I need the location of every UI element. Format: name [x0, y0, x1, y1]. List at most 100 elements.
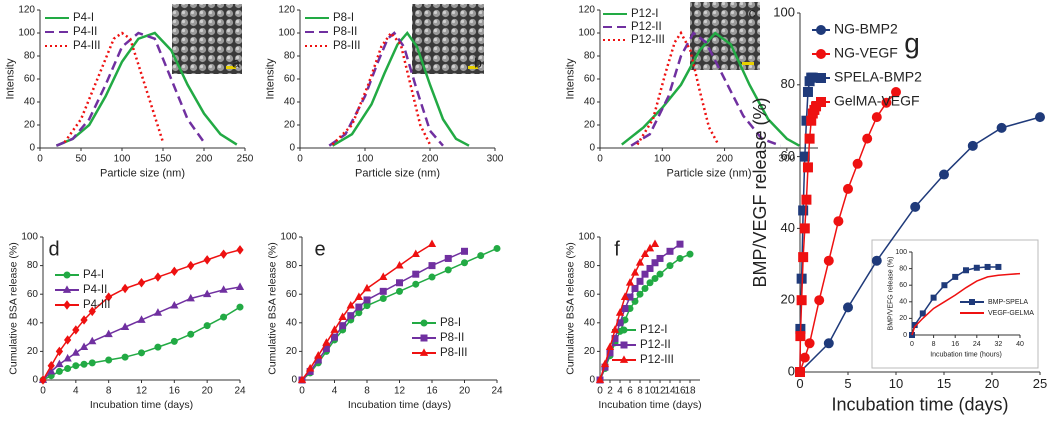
marker: [636, 277, 644, 285]
marker: [619, 355, 629, 363]
x-tick-label: 24: [491, 386, 503, 397]
y-tick-label: 20: [781, 292, 795, 307]
marker: [816, 49, 826, 59]
x-tick-label: 8: [364, 386, 370, 397]
marker: [871, 112, 882, 123]
x-axis-label: Incubation time (days): [831, 394, 1008, 414]
marker: [220, 313, 228, 321]
x-tick-label: 12: [654, 386, 666, 397]
panel-label: d: [48, 238, 59, 260]
marker: [379, 294, 387, 302]
marker: [620, 341, 628, 349]
marker: [995, 263, 1002, 270]
marker: [63, 353, 72, 362]
marker: [322, 338, 331, 346]
legend-item: P4-I: [45, 12, 94, 24]
marker: [610, 325, 620, 333]
x-tick-label: 0: [796, 376, 803, 391]
x-axis-label: Incubation time (days): [348, 399, 451, 411]
marker: [941, 282, 948, 289]
legend-label: P4-III: [73, 40, 100, 52]
y-axis-label: Intensity: [564, 58, 576, 99]
marker: [656, 270, 664, 278]
x-tick-label: 50: [75, 154, 87, 165]
marker: [305, 363, 315, 372]
marker: [88, 306, 96, 317]
marker: [331, 333, 338, 341]
marker: [646, 264, 654, 272]
panel: 0 4 8 12 16 20 24 0 20 40 60 80 100 Incubation time (…: [8, 232, 246, 411]
marker: [656, 254, 664, 262]
marker: [600, 359, 610, 368]
marker: [605, 342, 615, 351]
marker: [650, 239, 660, 248]
legend-label: VEGF-GELMA: [988, 310, 1034, 317]
marker: [796, 295, 807, 306]
legend-item: NG-BMP2: [812, 21, 898, 37]
legend-item: P4-III: [55, 299, 110, 311]
x-tick-label: 100: [357, 154, 374, 165]
marker: [203, 322, 211, 330]
scale-bar: [742, 62, 754, 65]
x-tick-label: 10: [644, 386, 656, 397]
marker: [236, 303, 244, 311]
y-tick-label: 80: [24, 51, 36, 62]
x-tick-label: 25: [1033, 376, 1047, 391]
legend-item: VEGF-GELMA: [960, 310, 1034, 317]
y-axis-label: Cumulative BSA release (%): [8, 242, 20, 374]
y-tick-label: 0: [29, 143, 35, 154]
marker: [235, 282, 245, 290]
y-tick-label: 100: [578, 28, 595, 39]
x-tick-label: 0: [40, 386, 46, 397]
marker: [795, 367, 805, 377]
x-tick-label: 16: [426, 386, 438, 397]
marker: [363, 296, 371, 304]
marker: [477, 252, 485, 260]
legend-label: P8-I: [440, 317, 461, 329]
marker: [881, 97, 892, 108]
marker: [666, 262, 674, 270]
y-tick-label: 100: [18, 28, 35, 39]
y-tick-label: 40: [24, 97, 36, 108]
marker: [219, 285, 228, 293]
series-line: [42, 306, 241, 381]
y-tick-label: 0: [788, 363, 795, 378]
x-tick-label: 32: [995, 341, 1003, 348]
legend-label: P12-II: [631, 21, 662, 33]
panel: 0 100 200 300 0 20 40 60 80 100 120 Particle size (…: [564, 5, 818, 180]
x-tick-label: 300: [779, 154, 796, 165]
legend-label: BMP-SPELA: [988, 299, 1028, 306]
x-tick-label: 5: [844, 376, 851, 391]
marker: [641, 270, 649, 278]
y-tick-label: 60: [284, 74, 296, 85]
marker: [396, 287, 403, 295]
series-line: [55, 31, 238, 147]
marker: [625, 278, 635, 286]
marker: [55, 359, 64, 368]
marker: [645, 243, 655, 252]
scale-bar: [226, 66, 236, 69]
y-tick-label: 0: [903, 332, 907, 339]
marker: [799, 223, 810, 234]
x-axis-label: Incubation time (days): [598, 399, 701, 411]
marker: [120, 322, 130, 330]
x-tick-label: 8: [106, 386, 112, 397]
marker: [187, 260, 195, 271]
legend-label: GelMA-VEGF: [834, 93, 920, 109]
marker: [816, 97, 826, 107]
marker: [330, 325, 339, 333]
marker: [686, 250, 694, 258]
y-tick-label: 40: [284, 97, 296, 108]
marker: [444, 254, 452, 262]
marker: [236, 245, 244, 255]
x-axis-label: Incubation time (hours): [930, 352, 1002, 359]
x-axis-label: Incubation time (days): [90, 399, 193, 411]
marker: [615, 308, 625, 316]
y-tick-label: 100: [278, 28, 295, 39]
y-tick-label: 40: [899, 299, 907, 306]
marker: [631, 284, 639, 292]
marker: [641, 284, 649, 292]
marker: [379, 287, 387, 295]
